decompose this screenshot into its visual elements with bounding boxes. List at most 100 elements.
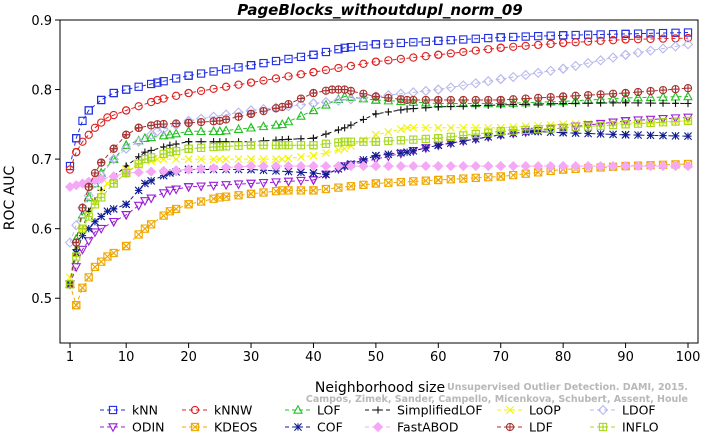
series-marker [659,99,667,107]
data-point [215,155,224,164]
series-marker [458,160,469,172]
legend-marker [190,422,200,432]
series-marker [183,183,194,193]
series-marker [459,131,468,140]
series-marker [496,95,505,105]
series-marker [147,153,156,162]
legend-entry: kNNW [182,403,252,418]
series-marker [209,67,218,76]
data-point [78,231,87,240]
series-marker [309,151,318,160]
series-marker [346,42,356,52]
series-marker [572,99,580,107]
series-marker [159,119,168,129]
series-marker [596,121,605,130]
series-marker [134,230,143,239]
series-marker [621,99,630,107]
series-marker [396,148,405,157]
axes-layer: 1 10 20 30 40 50 60 70 80 90 100 0.5 0.6 0.7 0.8 0.9 [31,14,700,365]
series-marker [459,174,468,183]
y-tick-label: 0.6 [31,223,52,238]
legend-label: KDEOS [214,420,258,434]
data-point [341,124,349,132]
series-marker [421,95,430,105]
series-marker [209,155,218,164]
series-marker [671,131,680,140]
series-marker [646,86,655,96]
series-marker [621,88,630,98]
series-marker [296,110,306,120]
series-marker [309,50,318,59]
series-marker [634,131,643,140]
series-marker [484,173,493,182]
series-marker [534,93,543,103]
series-marker [171,204,181,214]
series-marker [396,177,405,187]
legend-marker [108,405,118,415]
data-point [683,116,693,126]
series-marker [409,177,418,186]
series-marker [246,122,256,132]
series-marker [396,54,405,64]
legend-entry: COF [285,420,343,434]
chart-title: PageBlocks_withoutdupl_norm_09 [237,1,522,19]
series-marker [657,43,669,54]
series-marker [108,153,119,163]
series-marker [508,71,519,83]
series-marker [520,160,531,172]
series-marker [308,105,319,115]
series-marker [334,126,343,134]
series-marker [521,125,530,135]
legend-marker [294,423,302,431]
series-marker [358,160,369,172]
series-marker [608,30,618,39]
series-marker [321,86,331,95]
series-marker [595,160,606,172]
series-line [69,116,689,285]
series-marker [159,155,168,164]
series-marker [296,52,306,62]
series-marker [309,88,318,98]
series-marker [671,99,680,107]
series-marker [109,248,118,258]
series-marker [359,137,368,146]
series-marker [659,131,668,140]
series-marker [384,127,393,136]
series-marker [409,95,418,105]
series-marker [496,43,505,52]
legend-label: kNNW [214,403,252,418]
series-marker [383,95,394,105]
series-marker [296,176,306,187]
series-marker [171,128,182,138]
series-marker [632,160,644,172]
series-marker [147,79,156,89]
series-marker [246,141,256,150]
series-marker [446,123,455,132]
data-point [166,141,174,149]
series-knn [65,28,693,171]
series-marker [159,149,168,159]
series-marker [620,117,631,127]
legend-marker [190,405,200,415]
data-point [683,33,693,43]
legend-label: FastABOD [397,420,459,434]
series-marker [484,33,493,43]
series-marker [633,87,643,97]
series-marker [633,119,643,128]
series-marker [122,241,131,251]
series-marker [545,65,556,76]
series-marker [72,148,81,157]
series-marker [421,37,430,46]
series-marker [345,94,357,105]
series-marker [183,164,194,175]
series-marker [108,217,119,228]
legend-marker [108,423,118,433]
series-marker [334,85,343,94]
series-marker [171,91,181,100]
data-point [78,116,87,126]
series-marker [609,99,617,107]
series-marker [421,134,430,144]
series-marker [96,224,107,235]
legend-entry: ODIN [100,420,165,434]
